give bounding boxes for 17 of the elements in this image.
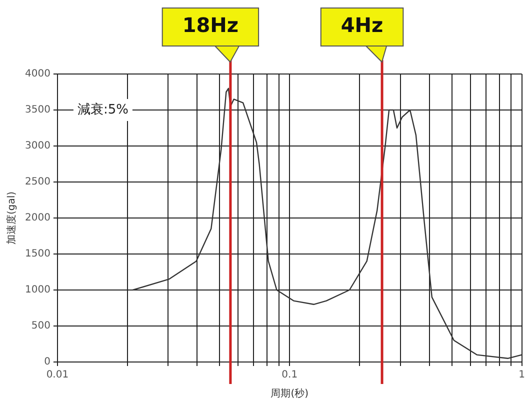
y-tick-label: 4000: [24, 68, 50, 80]
y-tick-label: 2000: [24, 212, 50, 224]
y-tick-label: 1000: [24, 284, 50, 296]
annotation: 減衰:5%: [77, 101, 128, 118]
x-axis-title: 周期(秒): [270, 388, 309, 400]
y-tick-label: 500: [31, 320, 50, 332]
x-tick-label: 0.01: [46, 370, 69, 381]
y-tick-label: 2500: [24, 176, 50, 188]
y-axis-title: 加速度(gal): [6, 191, 18, 245]
y-tick-label: 3000: [24, 140, 50, 152]
ref-line-label: 4Hz: [340, 13, 384, 38]
x-tick-label: 0.1: [282, 370, 298, 381]
y-tick-label: 1500: [24, 248, 50, 260]
y-tick-label: 3500: [24, 104, 50, 116]
y-tick-label: 0: [44, 356, 50, 368]
ref-line-label: 18Hz: [182, 13, 239, 38]
x-tick-label: 1: [518, 370, 526, 381]
